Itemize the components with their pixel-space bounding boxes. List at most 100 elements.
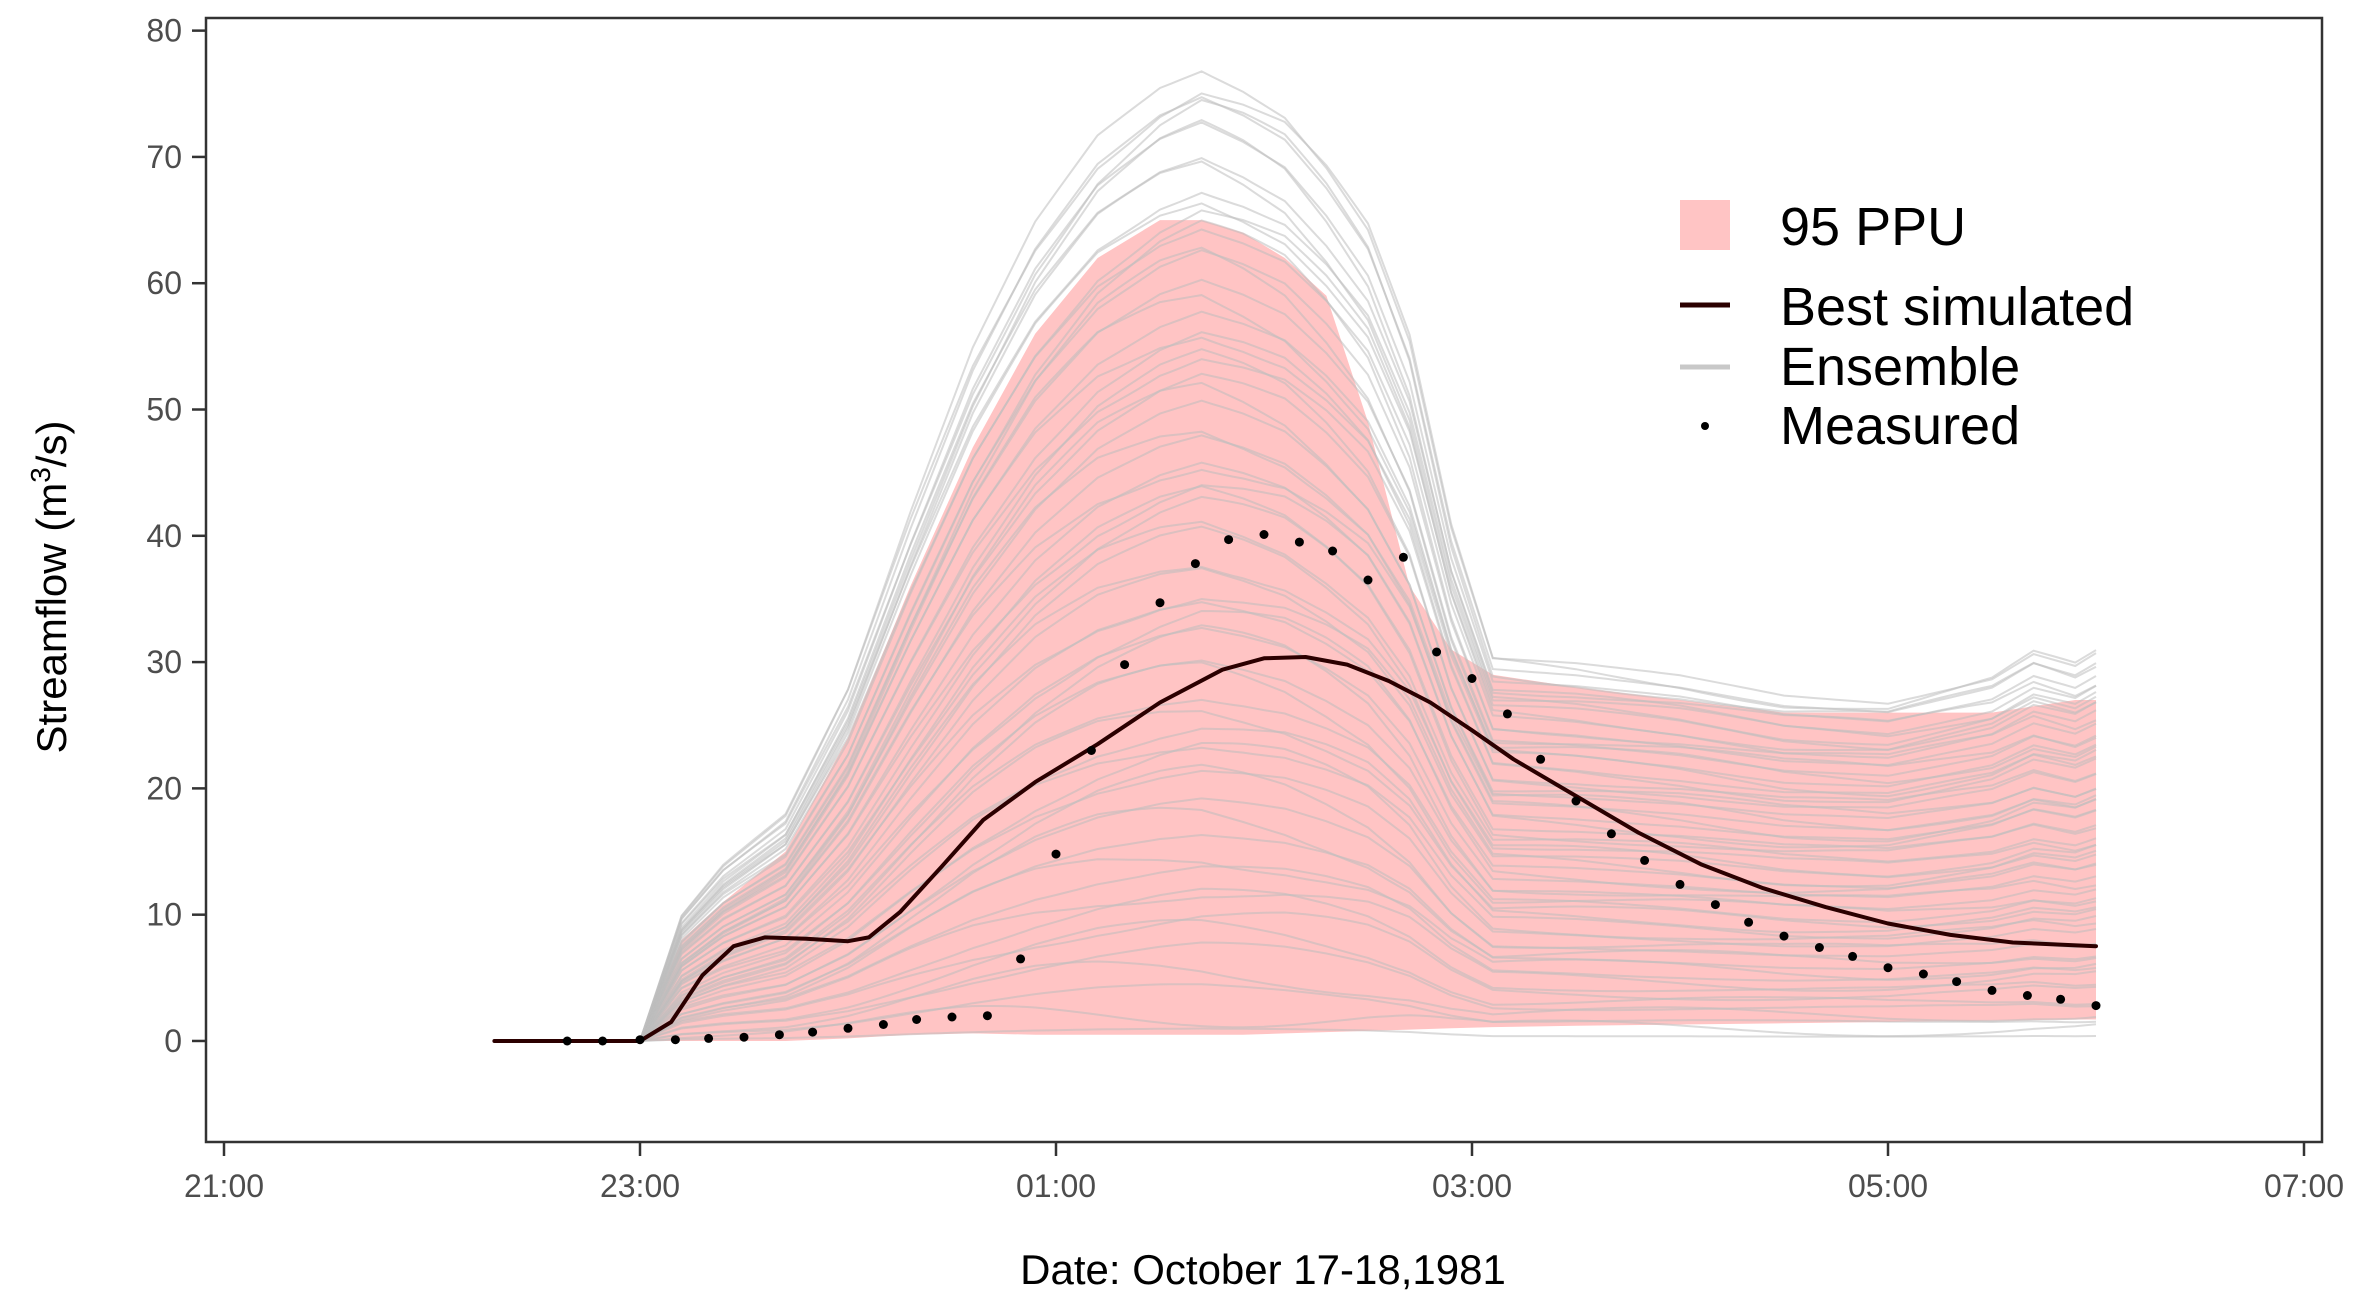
ensemble-line	[494, 434, 2097, 1042]
measured-point	[1987, 985, 1997, 995]
measured-point	[1120, 660, 1130, 670]
ensemble-line	[494, 348, 2097, 1042]
ensemble-line	[494, 381, 2097, 1042]
measured-point	[1155, 598, 1165, 608]
measured-point	[1432, 647, 1442, 657]
y-tick-label: 40	[146, 518, 182, 554]
measured-point	[2022, 991, 2032, 1000]
measured-point	[1224, 535, 1234, 545]
ensemble-line	[494, 202, 2097, 1042]
ensemble-line	[494, 485, 2097, 1042]
ensemble-line	[494, 520, 2097, 1042]
measured-point	[1086, 746, 1096, 755]
ensemble-line	[494, 806, 2097, 1042]
measured-point	[2056, 994, 2066, 1004]
measured-point	[562, 1036, 572, 1046]
x-tick-label: 07:00	[2264, 1168, 2344, 1204]
measured-point	[1918, 969, 1928, 979]
measured-point	[1016, 954, 1026, 964]
measured-point	[1710, 900, 1720, 910]
measured-point	[635, 1035, 645, 1045]
ensemble-line	[494, 911, 2097, 1042]
ensemble-line	[494, 710, 2097, 1042]
measured-point	[1675, 879, 1685, 889]
ensemble-line	[494, 893, 2097, 1042]
y-axis-title-main: Streamflow (m	[28, 483, 75, 754]
y-tick-label: 10	[146, 897, 182, 933]
ensemble-line	[494, 430, 2097, 1042]
ensemble-line	[494, 1005, 2097, 1042]
measured-point	[1190, 559, 1200, 569]
legend-key-measured	[1701, 422, 1709, 430]
measured-point	[1744, 917, 1754, 927]
x-tick-label: 21:00	[184, 1168, 264, 1204]
ensemble-line	[494, 219, 2097, 1042]
ensemble-line	[494, 763, 2097, 1042]
ensemble-line	[494, 310, 2097, 1042]
measured-point	[1536, 754, 1546, 764]
measured-point	[843, 1023, 853, 1033]
best-simulated-line	[492, 655, 2098, 1043]
ensemble-line	[494, 294, 2097, 1042]
measured-point	[1848, 951, 1858, 961]
measured-point	[670, 1035, 680, 1045]
y-axis-title: Streamflow (m3/s)	[25, 421, 75, 754]
y-tick-label: 50	[146, 392, 182, 428]
ensemble-line	[494, 727, 2097, 1042]
measured-point	[704, 1033, 714, 1043]
x-tick-label: 01:00	[1016, 1168, 1096, 1204]
measured-point	[1571, 796, 1581, 806]
ensemble-line	[494, 769, 2097, 1042]
measured-point	[1779, 931, 1789, 941]
ensemble-line	[494, 92, 2097, 1042]
measured-point	[1363, 575, 1373, 585]
legend-label-ensemble: Ensemble	[1780, 337, 2020, 397]
x-tick-label: 05:00	[1848, 1168, 1928, 1204]
ensemble-line	[494, 246, 2097, 1042]
measured-point	[1814, 943, 1824, 952]
ensemble-line	[494, 191, 2097, 1042]
y-tick-label: 80	[146, 13, 182, 49]
measured-point	[1952, 977, 1962, 987]
ensemble-line	[494, 228, 2097, 1042]
legend-label-best-simulated: Best simulated	[1780, 277, 2134, 337]
legend: 95 PPU Best simulated Ensemble Measured	[1680, 197, 2134, 456]
measured-point	[1398, 552, 1408, 562]
y-tick-label: 20	[146, 770, 182, 806]
x-axis: 21:00 23:00 01:00 03:00 05:00 07:00	[184, 1142, 2344, 1204]
measured-point	[1640, 855, 1650, 865]
legend-label-ppu: 95 PPU	[1780, 197, 1966, 257]
measured-point	[1467, 674, 1477, 683]
measured-point	[1294, 537, 1304, 547]
ensemble-line	[494, 70, 2097, 1042]
y-axis-title-tail: /s)	[28, 421, 75, 468]
measured-point	[1883, 963, 1893, 973]
ensemble-line	[494, 960, 2097, 1042]
measured-point	[947, 1012, 957, 1022]
plot-frame	[204, 16, 2324, 1144]
ensemble-line	[494, 249, 2097, 1042]
measured-point	[598, 1036, 608, 1046]
measured-point	[739, 1032, 749, 1042]
measured-point	[774, 1030, 784, 1040]
x-tick-label: 03:00	[1432, 1168, 1512, 1204]
measured-point	[912, 1015, 922, 1024]
ensemble-line	[494, 358, 2097, 1042]
measured-point	[2091, 1001, 2101, 1011]
measured-point	[1328, 546, 1338, 556]
y-tick-label: 70	[146, 139, 182, 175]
y-tick-label: 60	[146, 265, 182, 301]
legend-key-ppu	[1680, 200, 1730, 250]
ensemble-line	[494, 746, 2097, 1042]
measured-point	[1259, 530, 1269, 539]
ensemble-lines	[494, 70, 2097, 1042]
measured-point	[1502, 709, 1512, 719]
measured-points	[562, 530, 2101, 1046]
x-axis-title: Date: October 17-18,1981	[1020, 1246, 1506, 1293]
ensemble-line	[494, 833, 2097, 1042]
legend-label-measured: Measured	[1780, 396, 2020, 456]
ensemble-line	[494, 858, 2097, 1042]
y-tick-label: 0	[164, 1023, 182, 1059]
y-axis-title-superscript: 3	[25, 467, 56, 483]
